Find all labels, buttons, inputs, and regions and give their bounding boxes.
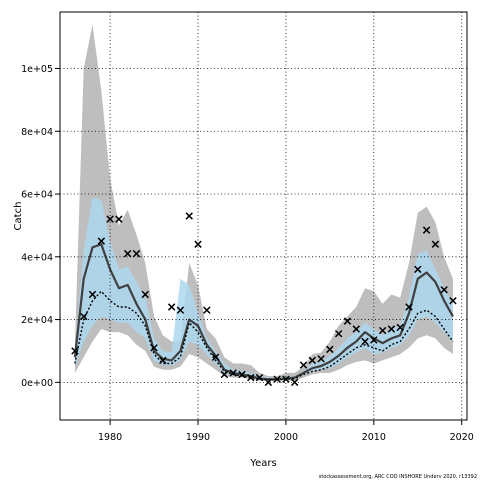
y-tick-label: 6e+04 (21, 190, 53, 201)
y-axis-title: Catch (13, 202, 24, 231)
observed-point (431, 240, 440, 248)
observed-point (247, 373, 255, 382)
observed-point (317, 355, 325, 363)
observed-point (370, 336, 378, 344)
observed-point (255, 373, 264, 382)
observed-point (308, 356, 317, 365)
observed-point (141, 290, 149, 299)
observed-point (185, 212, 193, 220)
observed-point (361, 337, 369, 346)
x-tick-label: 2010 (362, 432, 386, 443)
estimate-line (73, 243, 454, 381)
observed-point (97, 237, 106, 245)
observed-point (229, 369, 237, 377)
observed-point (343, 317, 352, 325)
x-tick-label: 1990 (186, 432, 210, 443)
x-axis-ticks: 1980 1990 2000 2010 2020 (98, 420, 474, 443)
y-tick-label: 0e+00 (21, 378, 53, 389)
y-tick-label: 1e+05 (21, 64, 53, 75)
observed-point (88, 290, 97, 299)
series-lines (73, 243, 454, 381)
observed-point (378, 326, 387, 335)
observed-point (106, 215, 114, 223)
observed-point (194, 240, 202, 248)
observed-point (176, 306, 185, 314)
y-tick-label: 8e+04 (21, 127, 53, 138)
grid-lines (60, 12, 467, 420)
observed-point (352, 325, 360, 333)
observed-point (71, 347, 79, 355)
x-tick-label: 2020 (450, 432, 474, 443)
observed-point (115, 215, 123, 223)
observed-point (167, 303, 176, 311)
observed-point (203, 306, 211, 314)
plot-frame (59, 11, 468, 421)
inner-confidence-band (74, 197, 453, 381)
observed-point (159, 356, 167, 365)
observed-point (290, 378, 299, 387)
observed-point (449, 297, 457, 305)
observed-point (273, 375, 281, 383)
y-axis-ticks: 0e+00 2e+04 4e+04 6e+04 8e+04 1e+05 (21, 64, 60, 389)
dotted-line (74, 290, 454, 381)
footer-credit: stockassessment.org, ARC COD INSHORE Und… (319, 474, 477, 480)
observed-point (387, 325, 396, 333)
observed-point (440, 286, 448, 294)
x-tick-label: 1980 (98, 432, 122, 443)
observed-point (299, 361, 308, 369)
observed-point (334, 329, 343, 338)
observed-point (396, 323, 404, 332)
observed-point (414, 265, 422, 274)
observed-point (326, 345, 334, 354)
observed-point (238, 370, 246, 379)
observed-points (71, 212, 457, 387)
observed-point (220, 370, 229, 379)
observed-point (80, 312, 88, 321)
y-tick-label: 2e+04 (21, 315, 53, 326)
observed-point (405, 303, 413, 311)
observed-point (211, 353, 220, 361)
y-tick-label: 4e+04 (21, 252, 53, 263)
observed-point (264, 378, 273, 387)
observed-point (123, 249, 132, 258)
x-tick-label: 2000 (274, 432, 298, 443)
observed-point (150, 344, 158, 352)
observed-point (282, 375, 290, 383)
confidence-bands (74, 24, 453, 381)
x-axis-title: Years (249, 458, 276, 469)
observed-point (132, 249, 141, 258)
observed-point (422, 226, 431, 234)
